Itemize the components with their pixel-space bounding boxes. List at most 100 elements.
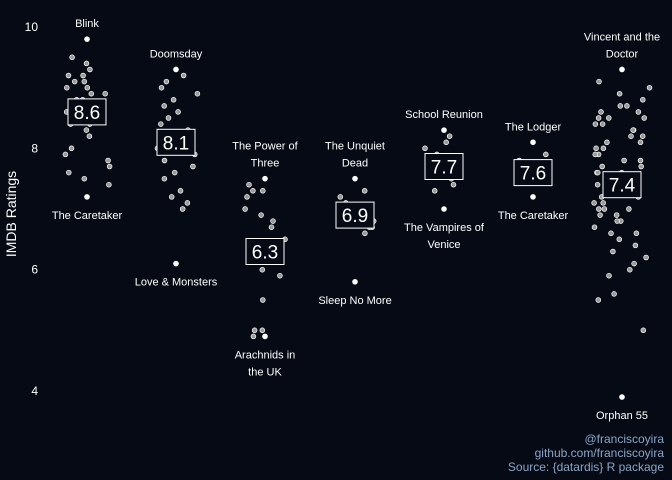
rating-point (635, 109, 642, 115)
rating-point (600, 200, 606, 206)
rating-point (595, 115, 602, 121)
rating-point (594, 181, 601, 188)
rating-point (599, 163, 605, 170)
rating-point (161, 103, 167, 109)
rating-point (443, 139, 449, 146)
rating-point (637, 157, 644, 164)
rating-point (621, 157, 627, 164)
worst-episode-label: The Vampires of (404, 222, 485, 234)
rating-point (250, 333, 257, 340)
rating-point (646, 84, 653, 91)
rating-point (260, 188, 266, 194)
rating-point (606, 115, 612, 121)
worst-episode-label: The Caretaker (498, 210, 569, 222)
rating-point (83, 127, 90, 133)
max-rating-point (352, 175, 358, 182)
y-axis-label: IMDB Ratings (3, 171, 19, 257)
rating-point (69, 54, 75, 61)
credit-github: github.com/franciscoyira (534, 446, 664, 460)
best-episode-label: Three (251, 158, 280, 170)
credits: @franciscoyira github.com/franciscoyira … (508, 432, 664, 474)
mean-rating-box (245, 238, 285, 265)
max-rating-point (441, 127, 447, 133)
min-rating-point (173, 260, 179, 267)
rating-point (641, 115, 647, 121)
episode-group: The Unquiet Dead Sleep No More 6.9 (318, 141, 391, 307)
episode-group: Vincent and the Doctor Orphan 55 7.4 (584, 32, 660, 423)
best-episode-label: Blink (75, 18, 99, 30)
rating-point (64, 84, 70, 91)
max-rating-point (84, 36, 90, 42)
rating-point (242, 206, 248, 212)
rating-point (81, 175, 88, 182)
mean-rating-box (67, 98, 107, 126)
y-tick-label: 6 (31, 263, 38, 277)
rating-point (106, 163, 113, 170)
mean-rating-box (335, 201, 375, 229)
rating-point (88, 90, 95, 97)
rating-point (258, 212, 264, 218)
rating-point (643, 254, 649, 261)
rating-point (637, 139, 644, 146)
rating-point (632, 242, 639, 249)
best-episode-label: School Reunion (405, 109, 483, 121)
worst-episode-label: the UK (248, 366, 282, 378)
max-rating-point (619, 66, 625, 73)
rating-point (450, 181, 457, 188)
rating-point (165, 115, 172, 121)
best-episode-label: Dead (342, 158, 368, 170)
rating-point (62, 151, 69, 158)
rating-point (422, 145, 428, 152)
best-episode-label: Vincent and the (584, 32, 660, 44)
rating-point (158, 121, 164, 127)
rating-point (638, 163, 644, 170)
min-rating-point (619, 394, 625, 400)
rating-point (617, 103, 624, 109)
rating-point (259, 266, 266, 273)
credit-source: Source: {datardis} R package (507, 460, 664, 474)
rating-point (639, 133, 646, 139)
rating-point (179, 206, 186, 212)
rating-point (105, 157, 111, 164)
rating-point (170, 97, 177, 103)
rating-point (596, 78, 602, 85)
rating-point (614, 218, 620, 224)
rating-point (592, 151, 598, 158)
rating-point (604, 139, 610, 146)
max-rating-point (173, 66, 179, 73)
rating-point (250, 188, 256, 194)
min-rating-point (262, 333, 268, 340)
rating-point (106, 181, 112, 188)
rating-point (597, 212, 603, 218)
rating-point (177, 188, 184, 194)
mean-rating-label: 6.9 (342, 206, 368, 227)
rating-point (158, 84, 165, 91)
rating-point (268, 224, 275, 230)
rating-point (84, 84, 91, 91)
mean-rating-label: 8.1 (163, 133, 189, 154)
rating-point (631, 260, 637, 267)
rating-point (361, 188, 368, 194)
rating-point (616, 90, 623, 97)
mean-rating-box (513, 159, 553, 187)
rating-point (71, 78, 78, 85)
rating-point (592, 121, 599, 127)
mean-rating-label: 6.3 (252, 243, 278, 264)
rating-point (630, 127, 636, 133)
rating-point (611, 291, 617, 297)
rating-point (601, 206, 608, 212)
rating-point (613, 212, 620, 218)
rating-point (161, 157, 168, 164)
rating-point (591, 224, 598, 230)
rating-point (277, 272, 283, 279)
mean-rating-box (602, 171, 642, 199)
rating-point (640, 97, 646, 103)
rating-point (81, 78, 88, 85)
rating-point (593, 145, 599, 152)
episode-group: School Reunion The Vampires of Venice 7.7 (404, 109, 485, 251)
rating-point (168, 194, 175, 200)
max-rating-point (530, 139, 536, 146)
rating-point (628, 133, 634, 139)
worst-episode-label: Venice (427, 239, 460, 251)
